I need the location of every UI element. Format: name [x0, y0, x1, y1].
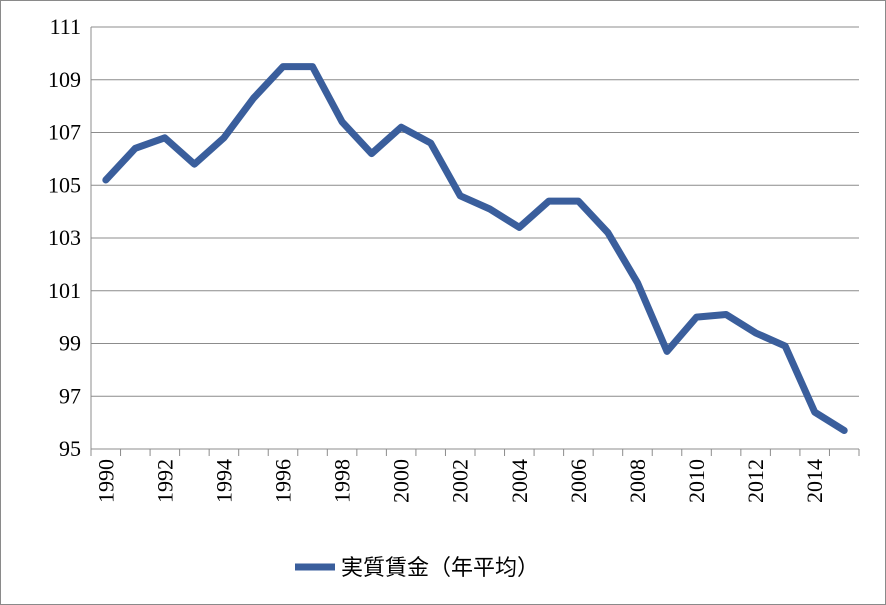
y-tick-label: 109 [48, 67, 81, 92]
x-tick-label: 2000 [389, 459, 414, 503]
x-tick-label: 2004 [507, 459, 532, 503]
y-tick-label: 99 [59, 331, 81, 356]
legend-label: 実質賃金（年平均） [341, 556, 539, 581]
x-tick-label: 2002 [448, 459, 473, 503]
x-tick-label: 1992 [152, 459, 177, 503]
y-tick-label: 105 [48, 172, 81, 197]
x-tick-label: 1994 [211, 459, 236, 503]
y-tick-label: 111 [50, 14, 81, 39]
x-tick-label: 1998 [330, 459, 355, 503]
y-tick-label: 95 [59, 436, 81, 461]
y-tick-label: 97 [59, 383, 81, 408]
x-tick-label: 2014 [802, 459, 827, 503]
x-tick-label: 2008 [625, 459, 650, 503]
x-tick-label: 1990 [93, 459, 118, 503]
y-tick-label: 101 [48, 278, 81, 303]
x-tick-label: 2012 [743, 459, 768, 503]
y-tick-label: 103 [48, 225, 81, 250]
x-tick-label: 2010 [684, 459, 709, 503]
x-tick-label: 1996 [271, 459, 296, 503]
series-line [102, 63, 848, 434]
y-tick-label: 107 [48, 120, 81, 145]
x-tick-label: 2006 [566, 459, 591, 503]
